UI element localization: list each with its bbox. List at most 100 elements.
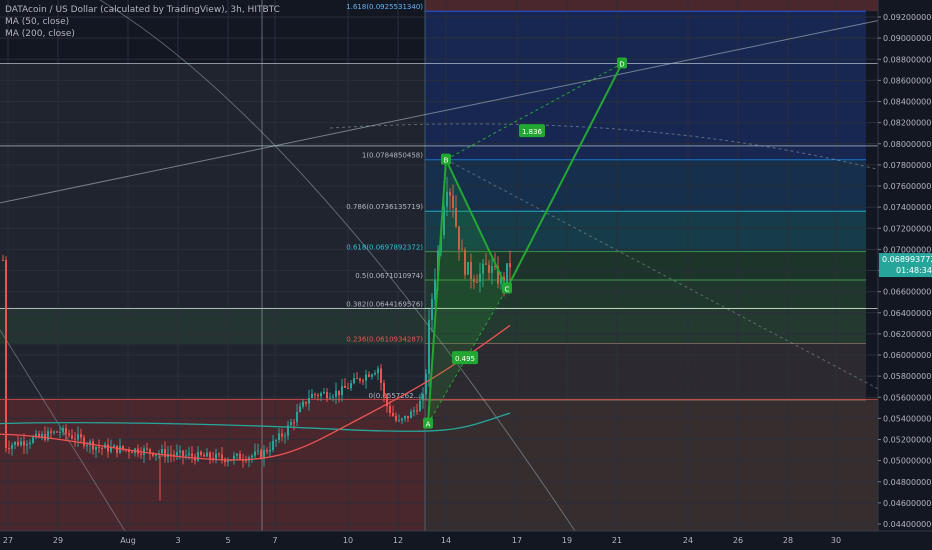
candle: [473, 279, 475, 282]
time-tick-label: 12: [393, 536, 403, 545]
candle: [302, 401, 304, 407]
candle: [410, 411, 412, 419]
candle: [269, 449, 271, 452]
candle: [431, 299, 433, 320]
fib-label: 0.236(0.0610934287): [346, 335, 423, 343]
ma200-legend[interactable]: MA (200, close): [5, 29, 75, 39]
candle: [146, 448, 148, 450]
symbol-title[interactable]: DATAcoin / US Dollar (calculated by Trad…: [5, 5, 280, 15]
candle: [347, 387, 349, 389]
ma200-line: [0, 412, 511, 432]
candle: [11, 444, 13, 449]
candle: [374, 373, 376, 375]
ma50-legend[interactable]: MA (50, close): [5, 17, 70, 27]
fib-zone: [425, 159, 866, 212]
pattern-point-label: A: [426, 421, 431, 429]
pattern-ratio-box: [452, 351, 478, 365]
grid-lines: [0, 0, 878, 531]
candle: [29, 442, 31, 445]
time-tick-label: 17: [512, 536, 522, 545]
price-tick-label: 0.0640000000: [883, 309, 932, 318]
candle: [197, 451, 199, 461]
time-axis-bg: [0, 531, 932, 550]
candle: [86, 445, 88, 447]
candle: [14, 441, 16, 445]
candle: [365, 374, 367, 381]
candle: [227, 460, 229, 463]
price-tick-label: 0.0520000000: [883, 436, 932, 445]
candle: [467, 262, 469, 275]
time-tick-label: 14: [441, 536, 451, 545]
candle: [254, 451, 256, 456]
time-tick-label: Aug: [120, 536, 136, 545]
price-tick-label: 0.0440000000: [883, 520, 932, 529]
time-tick-label: 29: [53, 536, 63, 545]
fib-zone: [425, 343, 866, 401]
time-axis: 27 29 Aug 3 5 7 10 12 14 17 19 21 24 26 28 30: [0, 530, 932, 550]
candle: [233, 455, 235, 460]
green-band-left: [0, 307, 425, 345]
pattern-point-label: B: [444, 157, 449, 165]
countdown-timer: 01:48:34: [896, 266, 932, 275]
candle: [368, 374, 370, 377]
fib-zone: [425, 211, 866, 252]
candle: [506, 263, 508, 283]
candle: [116, 445, 118, 453]
candle: [152, 452, 154, 456]
price-tick-label: 0.0740000000: [883, 203, 932, 212]
candle: [50, 431, 52, 433]
candle: [425, 373, 427, 395]
trend-line: [0, 19, 881, 204]
pattern-line: [427, 63, 623, 424]
candle: [38, 433, 40, 438]
candle: [326, 392, 328, 399]
candle: [110, 447, 112, 452]
price-tick-label: 0.0460000000: [883, 499, 932, 508]
candle: [65, 427, 67, 434]
candle: [392, 412, 394, 416]
candle: [71, 435, 73, 439]
candle: [107, 444, 109, 452]
candle: [140, 453, 142, 455]
price-tick-label: 0.0800000000: [883, 140, 932, 149]
time-tick-label: 30: [831, 536, 841, 545]
candle: [305, 401, 307, 404]
candle: [332, 396, 334, 398]
candle: [275, 439, 277, 441]
pattern-point-marker: [617, 57, 627, 69]
pattern-ratio-label: 0.495: [455, 355, 475, 363]
fib-label: 0.382(0.0644169576): [346, 300, 423, 308]
time-tick-label: 28: [783, 536, 793, 545]
price-tick-label: 0.0840000000: [883, 98, 932, 107]
last-price-badge: [879, 253, 932, 278]
abcd-pattern: A B C D 1.836 0.495: [423, 57, 627, 429]
candle: [74, 438, 76, 440]
chart-legend: DATAcoin / US Dollar (calculated by Trad…: [5, 4, 280, 40]
candle: [206, 452, 208, 457]
price-tick-label: 0.0820000000: [883, 119, 932, 128]
candle: [401, 418, 403, 421]
candle: [80, 434, 82, 438]
candle: [257, 450, 259, 452]
candle: [500, 276, 502, 284]
pattern-ratio-box: [519, 124, 545, 138]
time-tick-label: 21: [612, 536, 622, 545]
candle: [449, 191, 451, 196]
candle: [287, 425, 289, 436]
candle: [32, 437, 34, 443]
candle: [443, 206, 445, 236]
price-tick-label: 0.0500000000: [883, 457, 932, 466]
candle: [188, 453, 190, 456]
candle: [422, 394, 424, 401]
candle: [362, 380, 364, 382]
candle: [230, 459, 232, 461]
candle: [497, 266, 499, 284]
candle: [503, 276, 505, 283]
candle: [83, 437, 85, 446]
candle: [62, 427, 64, 432]
price-tick-label: 0.0780000000: [883, 161, 932, 170]
price-tick-label: 0.0860000000: [883, 76, 932, 85]
candle: [68, 433, 70, 436]
pattern-point-marker: [502, 282, 512, 294]
